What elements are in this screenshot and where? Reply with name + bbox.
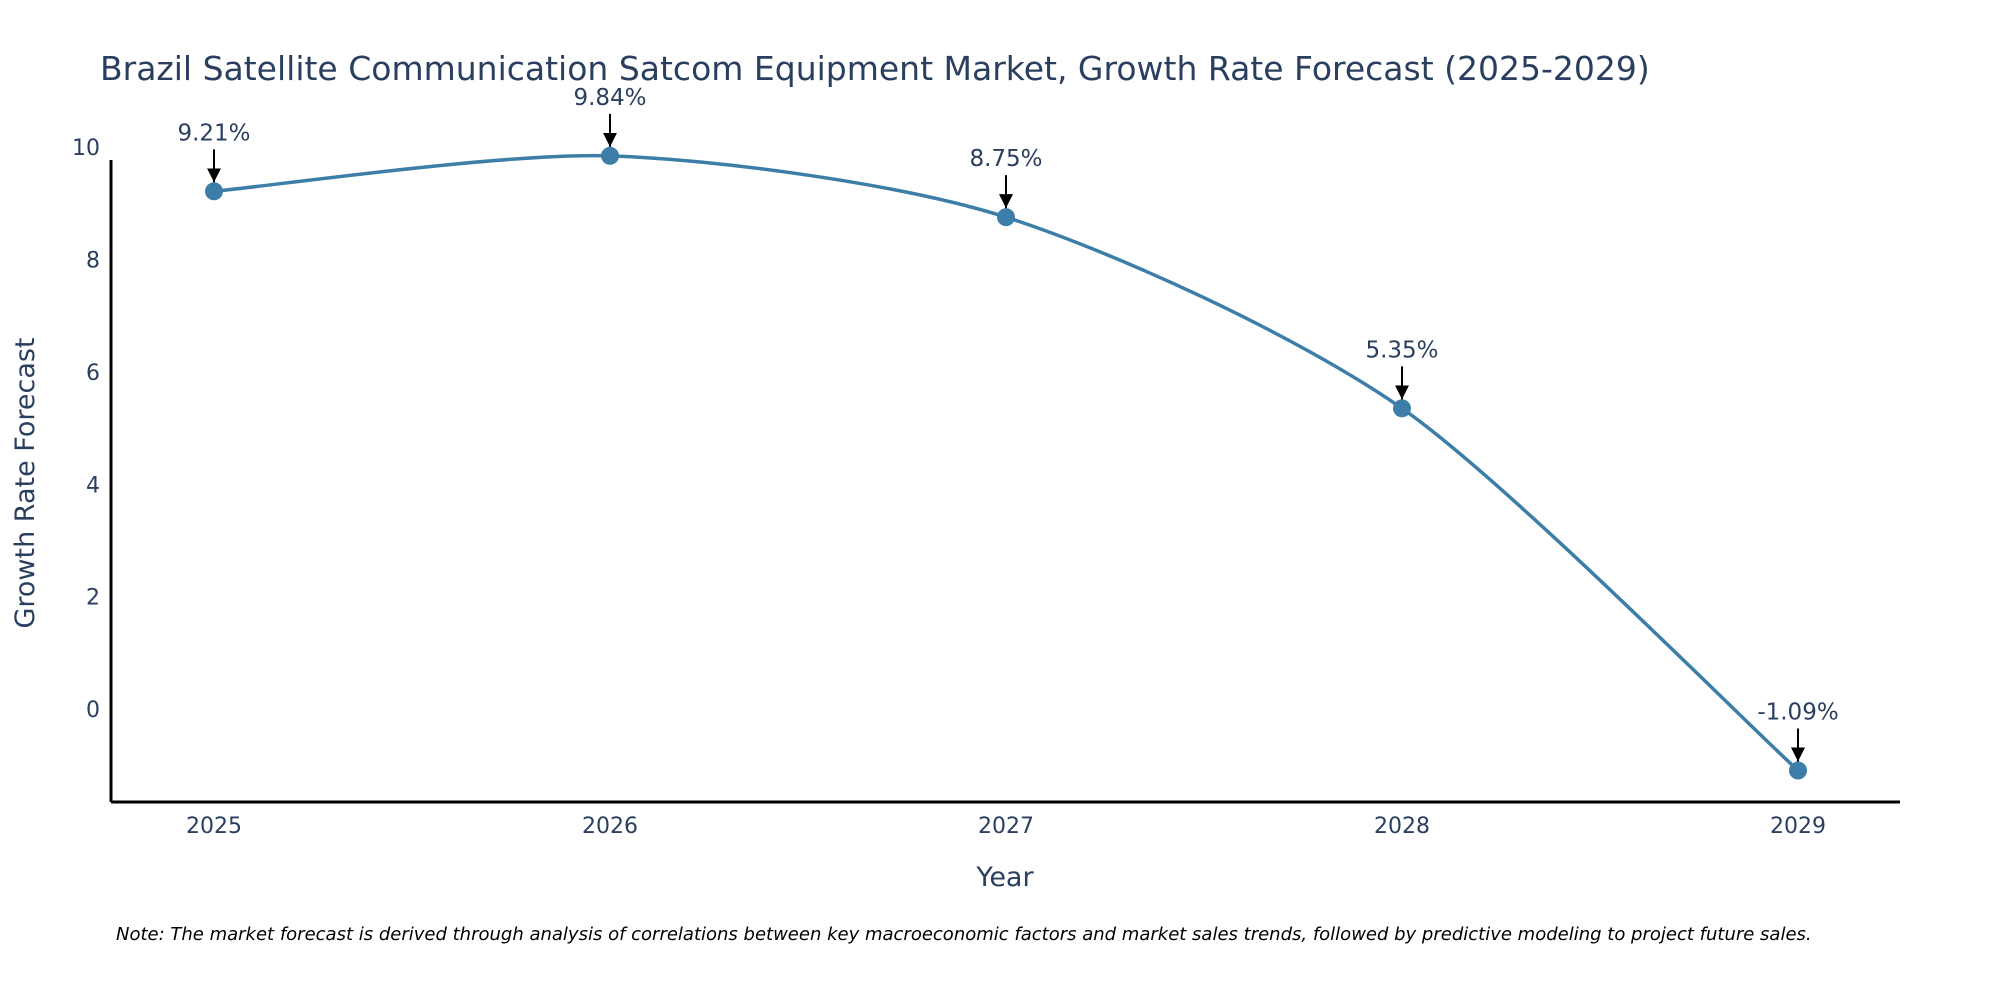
- chart-title: Brazil Satellite Communication Satcom Eq…: [100, 49, 1650, 88]
- y-tick-label: 10: [72, 136, 100, 161]
- data-label: 9.84%: [573, 85, 646, 111]
- data-label: 8.75%: [969, 146, 1042, 172]
- y-tick-label: 2: [86, 586, 100, 611]
- y-tick-label: 0: [86, 698, 100, 723]
- x-tick-label: 2025: [186, 814, 242, 839]
- x-axis-ticks: 2025 2026 2027 2028 2029: [186, 814, 1826, 839]
- x-tick-label: 2027: [978, 814, 1034, 839]
- data-point[interactable]: [601, 146, 619, 165]
- y-axis-ticks: 0 2 4 6 8 10: [72, 136, 100, 723]
- x-tick-label: 2028: [1374, 814, 1430, 839]
- data-point[interactable]: [1393, 399, 1411, 418]
- plot-area: 9.21% 9.84% 8.75% 5.35% -1.09%: [177, 85, 1839, 780]
- data-point[interactable]: [1789, 761, 1807, 780]
- data-label: -1.09%: [1757, 700, 1838, 726]
- data-label: 9.21%: [177, 120, 250, 146]
- series-line: [213, 153, 1800, 772]
- x-tick-label: 2026: [582, 814, 638, 839]
- x-axis-title: Year: [975, 862, 1034, 893]
- data-point[interactable]: [997, 208, 1015, 227]
- data-label: 5.35%: [1365, 337, 1438, 363]
- footnote: Note: The market forecast is derived thr…: [116, 924, 1812, 945]
- x-tick-label: 2029: [1770, 814, 1826, 839]
- y-axis-title: Growth Rate Forecast: [10, 337, 41, 628]
- data-point[interactable]: [205, 182, 223, 201]
- y-tick-label: 8: [86, 248, 100, 273]
- y-tick-label: 4: [86, 473, 100, 498]
- y-tick-label: 6: [86, 361, 100, 386]
